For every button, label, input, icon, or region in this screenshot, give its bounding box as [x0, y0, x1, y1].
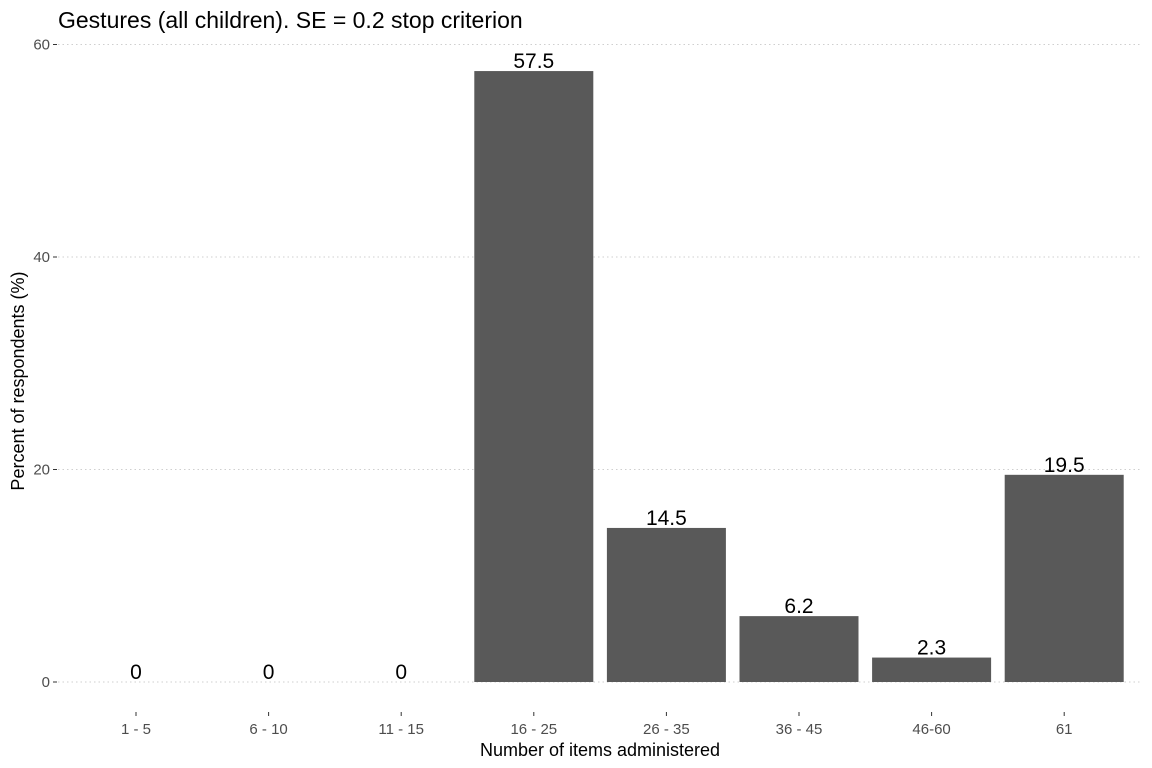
bar [606, 527, 726, 682]
y-tick-label: 0 [42, 674, 50, 691]
bar [1004, 474, 1124, 682]
bar [474, 71, 594, 682]
bar-value-label: 0 [395, 661, 407, 684]
y-axis: 0 20 40 60 [33, 37, 57, 691]
bar-value-label: 0 [263, 661, 275, 684]
bar-value-label: 19.5 [1044, 454, 1085, 477]
chart-title: Gestures (all children). SE = 0.2 stop c… [58, 7, 523, 33]
data-labels: 0 0 0 57.5 14.5 6.2 2.3 19.5 [130, 50, 1084, 684]
bar [872, 657, 992, 682]
x-tick-label: 11 - 15 [378, 721, 424, 738]
x-tick-label: 6 - 10 [249, 721, 287, 738]
x-axis-title: Number of items administered [480, 740, 720, 760]
x-tick-label: 36 - 45 [776, 721, 823, 738]
bar-value-label: 0 [130, 661, 142, 684]
y-tick-label: 20 [33, 462, 50, 479]
y-tick-label: 60 [33, 37, 50, 54]
bar-value-label: 57.5 [513, 50, 554, 73]
x-tick-label: 16 - 25 [510, 721, 557, 738]
y-axis-title: Percent of respondents (%) [8, 271, 28, 490]
bar-value-label: 2.3 [917, 637, 946, 660]
x-tick-label: 61 [1056, 721, 1073, 738]
y-tick-label: 40 [33, 249, 50, 266]
bar [739, 616, 859, 682]
x-tick-label: 26 - 35 [643, 721, 690, 738]
x-tick-label: 46-60 [912, 721, 950, 738]
x-axis: 1 - 5 6 - 10 11 - 15 16 - 25 26 - 35 36 - 45 4… [121, 712, 1073, 738]
bar-value-label: 14.5 [646, 507, 687, 530]
bars [474, 71, 1124, 682]
x-tick-label: 1 - 5 [121, 721, 151, 738]
bar-value-label: 6.2 [784, 595, 813, 618]
gridlines [58, 44, 1142, 683]
